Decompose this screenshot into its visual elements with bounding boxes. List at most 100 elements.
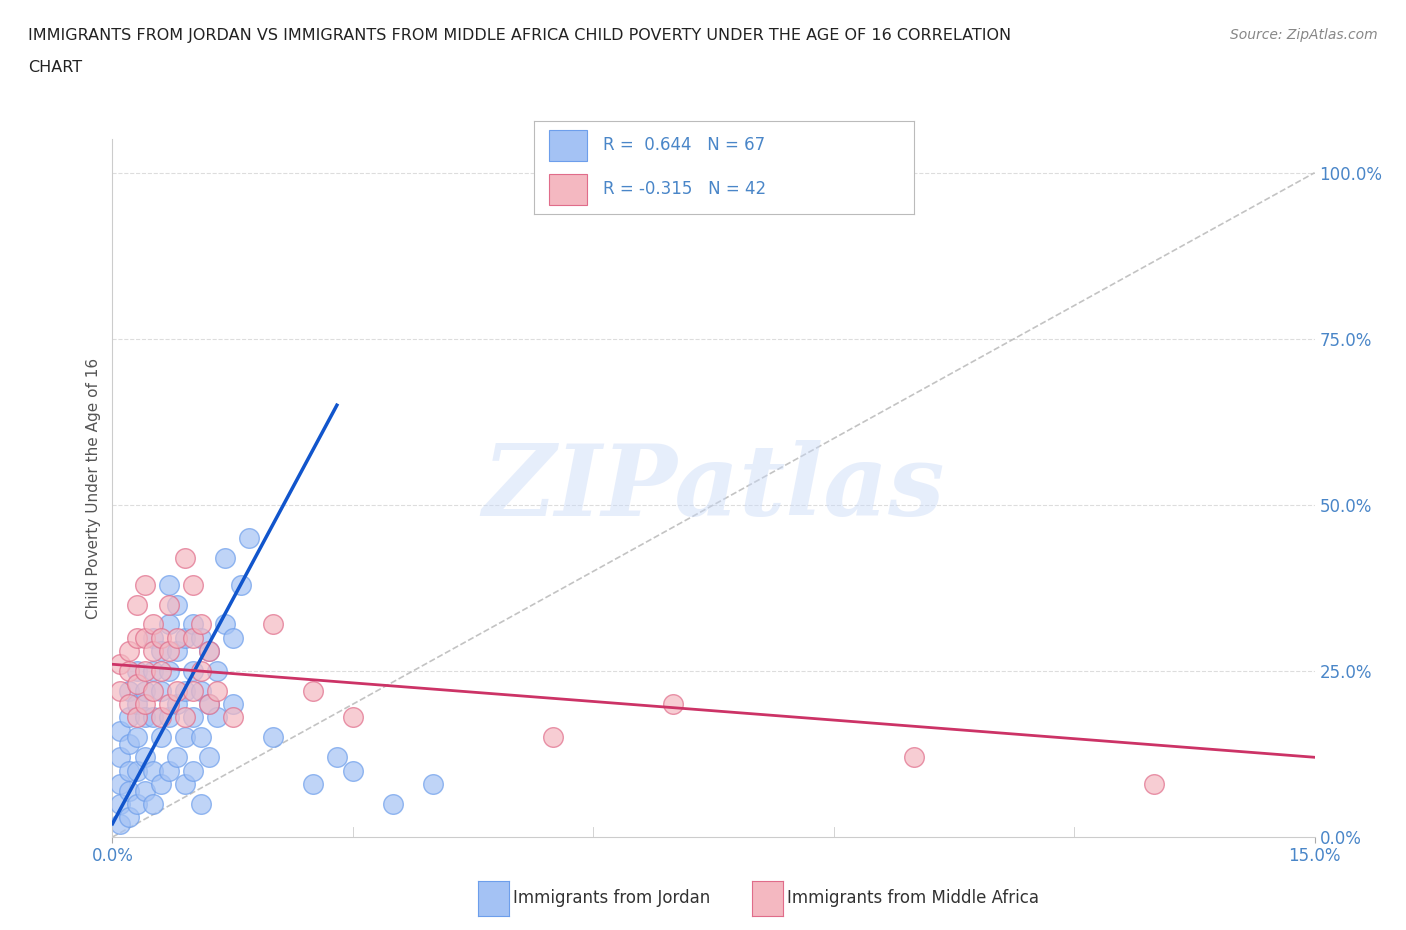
Bar [550, 174, 588, 205]
Text: Source: ZipAtlas.com: Source: ZipAtlas.com [1230, 28, 1378, 42]
Point [173, 730, 195, 745]
Point [181, 684, 204, 698]
Point [157, 617, 180, 631]
Point [157, 578, 180, 592]
Point [302, 684, 325, 698]
Point [141, 644, 163, 658]
Point [190, 663, 212, 678]
Point [173, 631, 195, 645]
Point [214, 617, 236, 631]
Point [157, 697, 180, 711]
Text: Immigrants from Jordan: Immigrants from Jordan [513, 889, 710, 908]
Point [110, 796, 132, 811]
Point [125, 697, 148, 711]
Point [205, 710, 228, 724]
Point [141, 631, 163, 645]
Point [173, 684, 195, 698]
Point [141, 617, 163, 631]
Point [117, 697, 139, 711]
Text: R = -0.315   N = 42: R = -0.315 N = 42 [603, 179, 766, 198]
Point [141, 684, 163, 698]
Point [543, 730, 565, 745]
Point [149, 710, 172, 724]
Point [166, 644, 188, 658]
Text: IMMIGRANTS FROM JORDAN VS IMMIGRANTS FROM MIDDLE AFRICA CHILD POVERTY UNDER THE : IMMIGRANTS FROM JORDAN VS IMMIGRANTS FRO… [28, 28, 1011, 43]
Point [157, 663, 180, 678]
Point [149, 631, 172, 645]
Point [205, 684, 228, 698]
Point [141, 710, 163, 724]
Point [117, 644, 139, 658]
Point [229, 578, 252, 592]
Point [342, 764, 364, 778]
Point [222, 697, 245, 711]
Point [141, 764, 163, 778]
Point [110, 777, 132, 791]
Point [125, 710, 148, 724]
Point [190, 796, 212, 811]
Point [181, 663, 204, 678]
Point [222, 631, 245, 645]
Point [134, 578, 156, 592]
Text: CHART: CHART [28, 60, 82, 75]
Point [342, 710, 364, 724]
Point [110, 657, 132, 671]
Point [262, 730, 284, 745]
Point [125, 597, 148, 612]
Point [181, 578, 204, 592]
Point [125, 730, 148, 745]
Point [117, 783, 139, 798]
Point [173, 551, 195, 565]
Point [157, 710, 180, 724]
Point [157, 644, 180, 658]
Point [134, 783, 156, 798]
Point [197, 697, 219, 711]
Point [125, 796, 148, 811]
Point [181, 617, 204, 631]
Point [117, 710, 139, 724]
Point [166, 631, 188, 645]
Point [117, 810, 139, 825]
Point [422, 777, 444, 791]
Text: R =  0.644   N = 67: R = 0.644 N = 67 [603, 136, 765, 154]
Point [134, 663, 156, 678]
Point [117, 764, 139, 778]
Point [117, 663, 139, 678]
Point [110, 750, 132, 764]
Point [190, 730, 212, 745]
Point [197, 644, 219, 658]
Point [157, 597, 180, 612]
Point [173, 777, 195, 791]
Point [382, 796, 405, 811]
Point [166, 750, 188, 764]
Point [662, 697, 685, 711]
Point [134, 697, 156, 711]
Point [214, 551, 236, 565]
Point [157, 764, 180, 778]
Point [125, 663, 148, 678]
Y-axis label: Child Poverty Under the Age of 16: Child Poverty Under the Age of 16 [86, 358, 101, 618]
Point [134, 684, 156, 698]
Point [166, 684, 188, 698]
Point [197, 697, 219, 711]
Point [110, 684, 132, 698]
Point [149, 644, 172, 658]
Point [181, 764, 204, 778]
Point [141, 663, 163, 678]
Point [149, 777, 172, 791]
Point [190, 684, 212, 698]
Text: ZIPatlas: ZIPatlas [482, 440, 945, 537]
Point [166, 697, 188, 711]
Point [134, 750, 156, 764]
Point [1143, 777, 1166, 791]
Point [222, 710, 245, 724]
Text: Immigrants from Middle Africa: Immigrants from Middle Africa [787, 889, 1039, 908]
Point [903, 750, 925, 764]
Point [125, 631, 148, 645]
Point [197, 644, 219, 658]
Point [190, 617, 212, 631]
Point [149, 730, 172, 745]
Point [166, 597, 188, 612]
Point [117, 737, 139, 751]
Point [190, 631, 212, 645]
